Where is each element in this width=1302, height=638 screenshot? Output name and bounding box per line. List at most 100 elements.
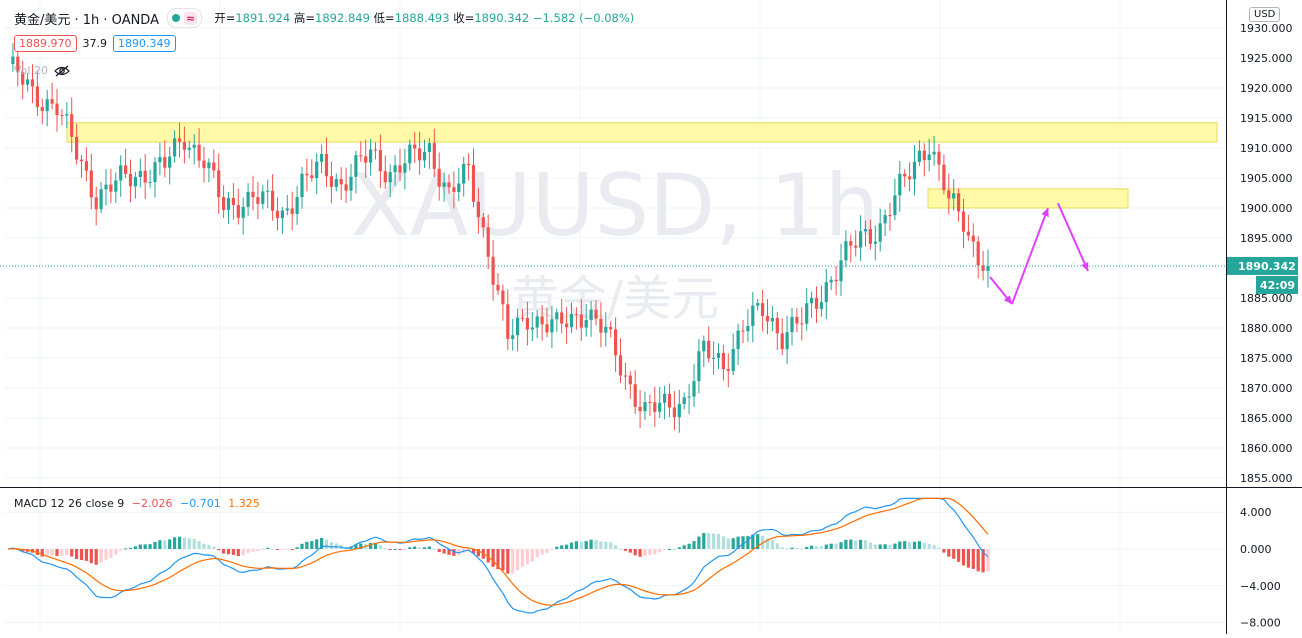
- candle-body: [800, 323, 804, 325]
- spread-value: 37.9: [82, 37, 108, 50]
- macd-histogram-bar: [589, 539, 593, 549]
- candle: [418, 131, 422, 175]
- candle: [863, 220, 868, 247]
- market-open-dot-icon: [171, 14, 180, 22]
- candle-body: [589, 309, 593, 321]
- price-axis-label: 1880.000: [1240, 322, 1293, 335]
- macd-histogram-bar: [501, 549, 505, 571]
- drawings[interactable]: [989, 202, 1089, 305]
- candle: [516, 308, 520, 352]
- macd-histogram-bar: [550, 549, 554, 550]
- candle: [79, 155, 84, 178]
- candle-body: [697, 351, 701, 382]
- macd-histogram-bar: [795, 548, 799, 550]
- macd-histogram-bar: [971, 549, 975, 569]
- macd-histogram-bar: [373, 542, 378, 549]
- buy-price-button[interactable]: 1890.349: [113, 35, 176, 52]
- currency-button[interactable]: USD: [1249, 7, 1281, 22]
- candle: [981, 250, 985, 281]
- candle: [320, 144, 324, 174]
- candle-body: [550, 319, 554, 333]
- macd-histogram-bar: [148, 544, 152, 549]
- candle: [60, 109, 64, 126]
- candle: [633, 370, 637, 414]
- candle-body: [761, 303, 765, 316]
- candle: [344, 167, 348, 203]
- macd-histogram-bar: [45, 549, 49, 556]
- candle: [609, 321, 613, 338]
- macd-histogram-bar: [942, 549, 946, 553]
- candle: [310, 159, 314, 182]
- candle-body: [824, 282, 828, 303]
- macd-histogram-bar: [457, 549, 461, 556]
- candle-body: [481, 217, 485, 228]
- candle: [403, 148, 407, 190]
- sell-price-button[interactable]: 1889.970: [14, 35, 77, 52]
- candle: [653, 386, 657, 427]
- macd-histogram-bar: [765, 538, 770, 549]
- candle-body: [437, 168, 441, 187]
- candle: [824, 269, 828, 319]
- candle: [271, 174, 275, 221]
- eye-hidden-icon[interactable]: [54, 65, 70, 77]
- candle-body: [359, 155, 363, 157]
- candle: [932, 136, 936, 166]
- macd-histogram-bar: [408, 547, 412, 549]
- candle: [961, 198, 966, 249]
- candle-body: [217, 170, 221, 198]
- candle: [70, 97, 74, 153]
- price-axis-label: 1870.000: [1240, 382, 1293, 395]
- price-axis-label: 1900.000: [1240, 202, 1293, 215]
- macd-histogram-bar: [643, 549, 647, 557]
- candle-body: [324, 153, 329, 177]
- macd-signal-value: 1.325: [228, 497, 260, 510]
- candle-body: [275, 210, 280, 219]
- candle: [153, 157, 157, 198]
- macd-histogram-bar: [966, 549, 970, 568]
- macd-histogram-bar: [506, 549, 510, 574]
- candle: [560, 298, 564, 334]
- candle-body: [45, 99, 49, 112]
- candle-body: [584, 320, 588, 328]
- candle-body: [520, 317, 525, 319]
- candle: [859, 215, 863, 261]
- price-axis[interactable]: 1930.000 1925.000 1920.000 1915.000 1910.000…: [1227, 22, 1298, 630]
- macd-histogram-bar: [109, 549, 113, 558]
- candle-body: [471, 165, 476, 202]
- macd-histogram-bar: [153, 542, 157, 549]
- candle: [893, 178, 897, 221]
- symbol-title[interactable]: 黄金/美元 · 1h · OANDA: [14, 12, 159, 28]
- candle-body: [545, 324, 549, 333]
- candle-body: [182, 142, 186, 150]
- candle: [658, 387, 662, 418]
- candle-body: [280, 210, 284, 219]
- candle: [692, 364, 696, 407]
- candle: [721, 344, 725, 381]
- candle-body: [932, 151, 936, 155]
- legend-header: 黄金/美元 · 1h · OANDA ≈ 开=1891.924 高=1892.8…: [14, 8, 634, 28]
- candle: [922, 143, 926, 177]
- macd-histogram-bar: [271, 548, 275, 550]
- market-status[interactable]: ≈: [166, 8, 203, 28]
- candle: [452, 171, 456, 209]
- volume-legend[interactable]: Vol 20: [14, 64, 70, 77]
- candle: [94, 186, 98, 226]
- macd-histogram-bar: [555, 546, 559, 549]
- candle: [741, 319, 745, 344]
- candle-body: [241, 206, 245, 218]
- macd-legend[interactable]: MACD 12 26 close 9 −2.026 −0.701 1.325: [14, 497, 260, 510]
- macd-histogram-bar: [143, 544, 147, 549]
- macd-histogram-bar: [418, 547, 422, 549]
- macd-histogram-bar: [236, 549, 240, 557]
- candle: [148, 169, 152, 188]
- candle: [491, 240, 495, 301]
- macd-histogram-bar: [790, 547, 794, 549]
- candle: [133, 171, 137, 199]
- rectangles[interactable]: [66, 122, 1218, 209]
- macd-histogram-bar: [604, 541, 608, 549]
- candle-body: [222, 197, 226, 210]
- candle-body: [496, 284, 500, 291]
- candle-body: [212, 162, 216, 171]
